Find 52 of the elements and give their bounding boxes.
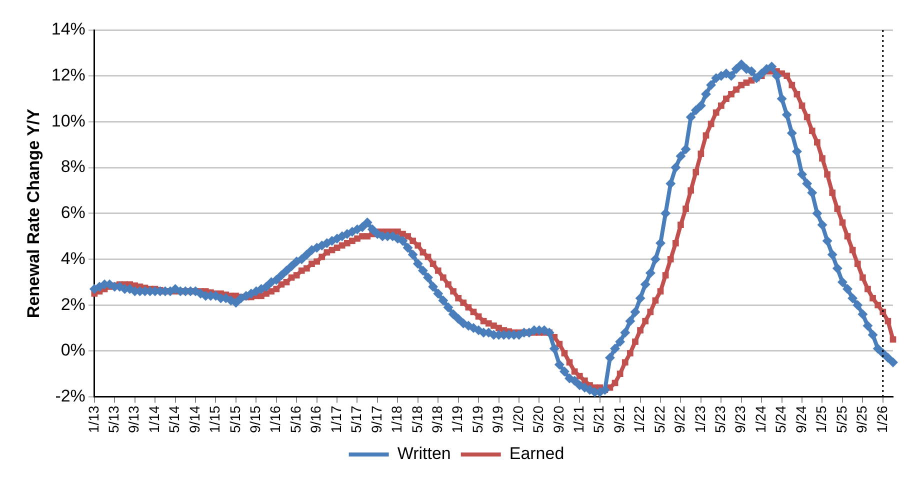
x-tick-label: 1/16 — [267, 406, 284, 433]
x-tick-label: 9/25 — [854, 406, 870, 433]
x-tick-label: 5/15 — [226, 406, 243, 433]
y-tick-label: 10% — [51, 111, 86, 130]
x-tick-label: 1/21 — [570, 406, 586, 433]
x-tick-label: 5/21 — [590, 406, 607, 433]
x-tick-label: 5/20 — [530, 406, 546, 433]
y-tick-label: -2% — [55, 386, 86, 406]
x-tick-label: 5/16 — [287, 406, 304, 433]
x-tick-label: 1/13 — [85, 406, 102, 433]
x-tick-label: 5/18 — [408, 406, 425, 433]
x-tick-label: 9/20 — [550, 406, 566, 433]
x-tick-label: 1/23 — [692, 406, 708, 433]
x-tick-label: 9/13 — [126, 406, 142, 433]
y-tick-label: 12% — [51, 66, 86, 85]
x-tick-label: 1/17 — [328, 406, 344, 433]
y-tick-label: 2% — [60, 294, 86, 314]
x-tick-label: 9/16 — [308, 406, 324, 433]
y-tick-label: 0% — [60, 340, 86, 360]
x-tick-label: 1/14 — [146, 406, 162, 433]
x-tick-label: 1/24 — [752, 406, 768, 433]
x-tick-label: 5/24 — [772, 406, 789, 433]
x-tick-label: 5/14 — [166, 406, 182, 433]
y-tick-label: 6% — [60, 203, 86, 222]
y-tick-label: 4% — [60, 248, 86, 268]
x-tick-label: 9/24 — [792, 406, 809, 433]
y-tick-label: 8% — [60, 157, 86, 176]
x-tick-label: 5/23 — [712, 406, 728, 433]
x-tick-label: 1/26 — [874, 406, 890, 433]
x-tick-label: 9/19 — [490, 406, 506, 433]
x-tick-label: 9/17 — [368, 406, 384, 433]
x-tick-label: 1/22 — [631, 406, 648, 433]
legend-label: Earned — [509, 444, 564, 464]
x-tick-label: 9/22 — [672, 406, 688, 433]
x-tick-label: 5/13 — [106, 406, 122, 433]
x-tick-label: 9/15 — [247, 406, 264, 433]
y-tick-label: 14% — [51, 20, 86, 39]
y-axis-title: Renewal Rate Change Y/Y — [24, 108, 43, 318]
x-tick-label: 5/25 — [833, 406, 850, 433]
x-tick-label: 1/19 — [449, 406, 466, 433]
x-tick-label: 5/19 — [469, 406, 486, 433]
x-tick-label: 9/21 — [610, 406, 627, 433]
x-tick-label: 1/20 — [510, 406, 526, 433]
x-tick-label: 9/23 — [732, 406, 748, 433]
x-tick-label: 5/22 — [651, 406, 668, 433]
x-tick-label: 1/25 — [813, 406, 830, 433]
x-tick-label: 1/15 — [206, 406, 223, 433]
x-tick-label: 5/17 — [348, 406, 364, 433]
x-tick-label: 9/14 — [186, 406, 202, 433]
x-tick-label: 9/18 — [428, 406, 445, 433]
x-tick-label: 1/18 — [388, 406, 405, 433]
legend-label: Written — [397, 444, 451, 464]
